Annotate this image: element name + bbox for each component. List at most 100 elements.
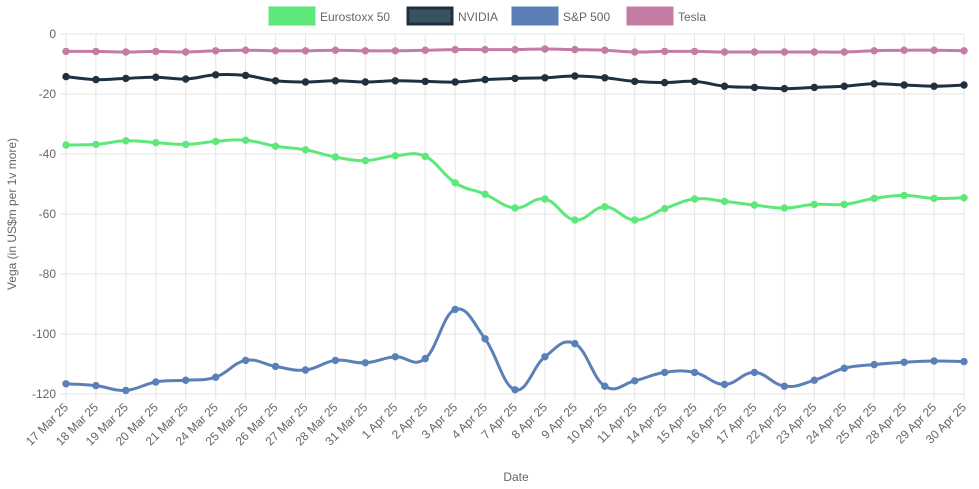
data-point[interactable] (900, 46, 908, 54)
data-point[interactable] (421, 152, 429, 161)
data-point[interactable] (930, 194, 938, 203)
data-point[interactable] (660, 78, 669, 87)
data-point[interactable] (301, 47, 310, 55)
data-point[interactable] (211, 71, 220, 79)
data-point[interactable] (301, 366, 310, 374)
data-point[interactable] (182, 48, 190, 56)
data-point[interactable] (631, 77, 639, 86)
data-point[interactable] (211, 47, 220, 55)
data-point[interactable] (182, 75, 190, 83)
data-point[interactable] (840, 82, 848, 90)
data-point[interactable] (92, 381, 100, 390)
data-point[interactable] (690, 77, 699, 86)
data-point[interactable] (511, 74, 519, 83)
data-point[interactable] (840, 364, 848, 372)
data-point[interactable] (720, 380, 729, 389)
data-point[interactable] (451, 305, 459, 314)
data-point[interactable] (690, 195, 699, 203)
data-point[interactable] (571, 45, 579, 54)
data-point[interactable] (92, 75, 100, 84)
data-point[interactable] (361, 359, 370, 367)
data-point[interactable] (481, 45, 489, 54)
data-point[interactable] (241, 71, 250, 80)
data-point[interactable] (840, 48, 848, 56)
data-point[interactable] (122, 48, 130, 56)
data-point[interactable] (331, 153, 340, 161)
data-point[interactable] (421, 354, 429, 363)
data-point[interactable] (361, 78, 370, 86)
data-point[interactable] (541, 74, 549, 82)
data-point[interactable] (720, 197, 729, 206)
data-point[interactable] (511, 204, 519, 212)
data-point[interactable] (211, 137, 220, 146)
data-point[interactable] (92, 140, 100, 149)
data-point[interactable] (780, 204, 789, 212)
data-point[interactable] (451, 45, 459, 54)
data-point[interactable] (780, 382, 789, 390)
data-point[interactable] (870, 80, 878, 88)
data-point[interactable] (62, 47, 70, 56)
legend-item[interactable]: S&P 500 (511, 6, 610, 26)
data-point[interactable] (301, 146, 310, 154)
data-point[interactable] (900, 191, 908, 200)
data-point[interactable] (361, 156, 370, 165)
data-point[interactable] (391, 353, 399, 361)
data-point[interactable] (152, 378, 160, 386)
data-point[interactable] (241, 46, 250, 54)
data-point[interactable] (451, 78, 459, 86)
data-point[interactable] (810, 376, 819, 384)
data-point[interactable] (241, 356, 250, 365)
data-point[interactable] (750, 201, 759, 209)
data-point[interactable] (271, 142, 280, 150)
data-point[interactable] (810, 48, 819, 56)
data-point[interactable] (601, 46, 609, 54)
data-point[interactable] (960, 47, 968, 55)
data-point[interactable] (92, 47, 100, 56)
data-point[interactable] (870, 360, 878, 369)
data-point[interactable] (870, 194, 878, 203)
data-point[interactable] (810, 83, 819, 92)
data-point[interactable] (391, 47, 399, 55)
data-point[interactable] (241, 136, 250, 144)
data-point[interactable] (361, 47, 370, 55)
data-point[interactable] (631, 377, 639, 385)
data-point[interactable] (720, 82, 729, 90)
data-point[interactable] (660, 47, 669, 56)
data-point[interactable] (182, 376, 190, 384)
data-point[interactable] (660, 368, 669, 377)
data-point[interactable] (960, 194, 968, 202)
data-point[interactable] (421, 77, 429, 86)
data-point[interactable] (62, 380, 70, 388)
data-point[interactable] (601, 203, 609, 211)
data-point[interactable] (331, 46, 340, 54)
data-point[interactable] (481, 190, 489, 198)
data-point[interactable] (750, 48, 759, 56)
data-point[interactable] (750, 83, 759, 92)
data-point[interactable] (840, 200, 848, 209)
data-point[interactable] (930, 82, 938, 90)
data-point[interactable] (631, 48, 639, 56)
data-point[interactable] (870, 47, 878, 55)
data-point[interactable] (451, 179, 459, 187)
data-point[interactable] (391, 152, 399, 160)
data-point[interactable] (122, 386, 130, 395)
data-point[interactable] (960, 357, 968, 366)
legend-item[interactable]: NVIDIA (406, 6, 498, 26)
data-point[interactable] (421, 46, 429, 54)
data-point[interactable] (780, 84, 789, 93)
data-point[interactable] (900, 358, 908, 366)
data-point[interactable] (631, 216, 639, 224)
data-point[interactable] (511, 45, 519, 54)
data-point[interactable] (182, 140, 190, 149)
data-point[interactable] (481, 75, 489, 84)
data-point[interactable] (271, 47, 280, 55)
data-point[interactable] (690, 47, 699, 56)
data-point[interactable] (541, 195, 549, 203)
data-point[interactable] (62, 72, 70, 81)
data-point[interactable] (930, 357, 938, 365)
data-point[interactable] (152, 138, 160, 147)
data-point[interactable] (511, 386, 519, 394)
data-point[interactable] (152, 73, 160, 81)
data-point[interactable] (62, 141, 70, 149)
data-point[interactable] (780, 48, 789, 56)
